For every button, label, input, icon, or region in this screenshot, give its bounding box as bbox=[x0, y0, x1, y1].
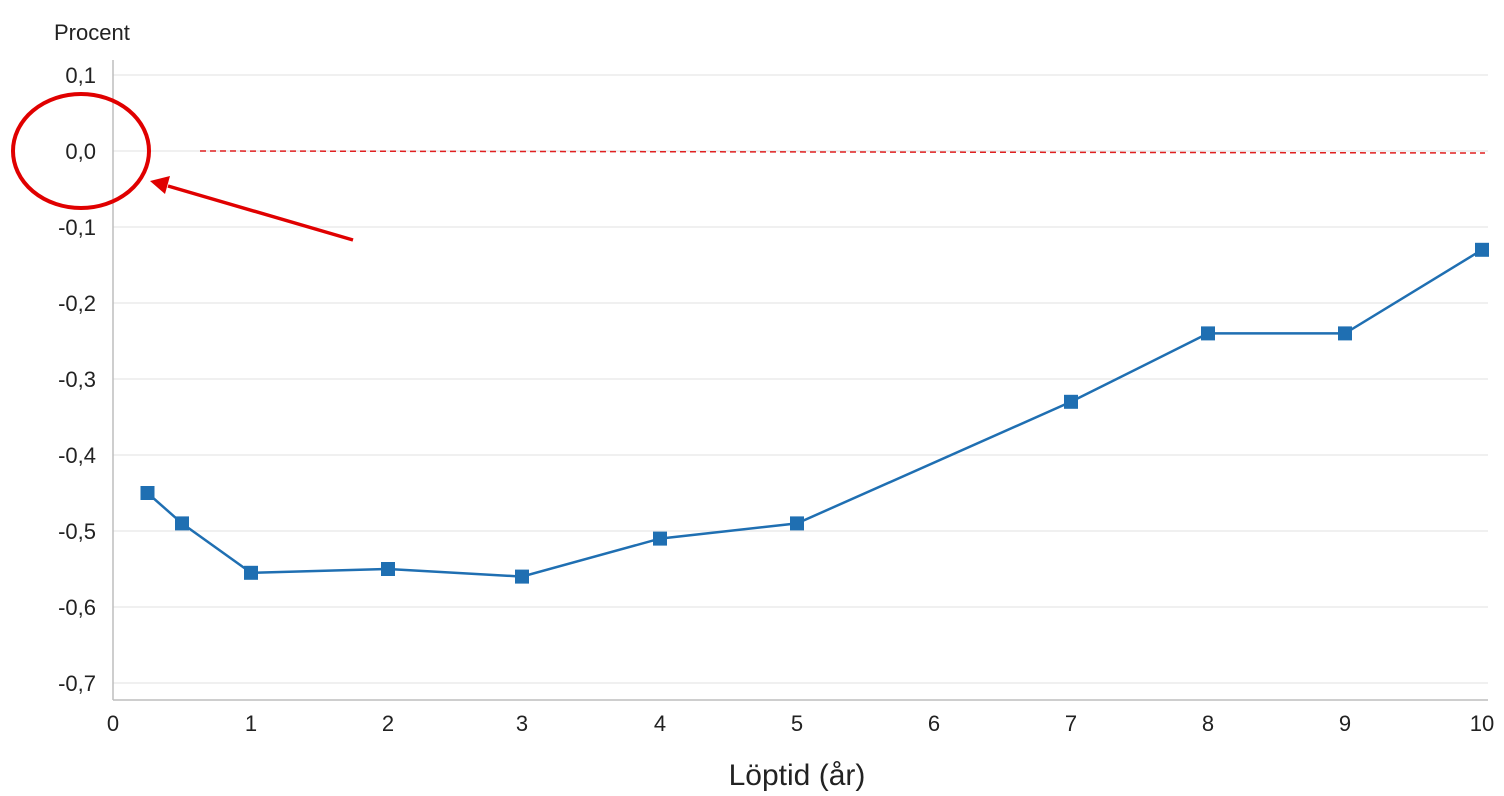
data-point bbox=[790, 516, 804, 531]
data-point bbox=[140, 486, 155, 500]
y-tick-label: 0,0 bbox=[65, 139, 96, 164]
y-tick-label: -0,7 bbox=[58, 671, 96, 696]
x-tick-label: 6 bbox=[928, 711, 940, 736]
data-point bbox=[175, 516, 189, 531]
y-tick-label: -0,2 bbox=[58, 291, 96, 316]
annotation-arrow-head bbox=[150, 176, 170, 194]
x-tick-label: 1 bbox=[245, 711, 257, 736]
grid-lines bbox=[113, 74, 1488, 684]
data-point bbox=[1064, 394, 1078, 409]
data-point bbox=[653, 531, 667, 546]
y-tick-label: -0,1 bbox=[58, 215, 96, 240]
annotation-circle bbox=[11, 92, 151, 210]
y-tick-label: -0,6 bbox=[58, 595, 96, 620]
y-tick-label: 0,1 bbox=[65, 63, 96, 88]
data-point bbox=[1338, 326, 1352, 341]
x-tick-label: 2 bbox=[382, 711, 394, 736]
data-point bbox=[381, 562, 395, 576]
y-tick-label: -0,5 bbox=[58, 519, 96, 544]
x-axis: 0 1 2 3 4 5 6 7 8 9 10 bbox=[107, 699, 1494, 736]
data-point bbox=[244, 565, 258, 580]
x-tick-label: 3 bbox=[516, 711, 528, 736]
x-axis-title: Löptid (år) bbox=[729, 759, 866, 792]
zero-reference-line bbox=[199, 150, 1486, 154]
data-point bbox=[1475, 242, 1489, 257]
y-tick-label: -0,3 bbox=[58, 367, 96, 392]
x-tick-label: 4 bbox=[654, 711, 666, 736]
series-group bbox=[140, 242, 1489, 584]
x-tick-label: 8 bbox=[1202, 711, 1214, 736]
y-axis: 0,1 0,0 -0,1 -0,2 -0,3 -0,4 -0,5 -0,6 -0,7 bbox=[58, 60, 114, 700]
x-tick-label: 5 bbox=[791, 711, 803, 736]
y-axis-unit-label: Procent bbox=[54, 20, 130, 45]
x-tick-label: 9 bbox=[1339, 711, 1351, 736]
y-tick-label: -0,4 bbox=[58, 443, 96, 468]
x-tick-label: 0 bbox=[107, 711, 119, 736]
data-point bbox=[515, 569, 529, 584]
x-tick-label: 7 bbox=[1065, 711, 1077, 736]
annotation bbox=[11, 92, 354, 242]
annotation-arrow-shaft bbox=[167, 184, 354, 242]
series-line bbox=[146, 248, 1483, 578]
x-tick-label: 10 bbox=[1470, 711, 1494, 736]
data-point bbox=[1201, 326, 1215, 341]
